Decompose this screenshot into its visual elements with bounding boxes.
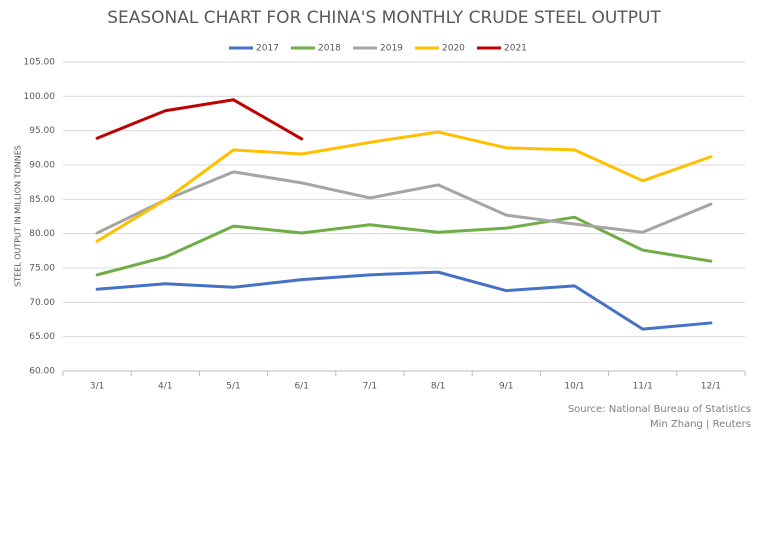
chart-title: SEASONAL CHART FOR CHINA'S MONTHLY CRUDE… [107,8,661,28]
y-tick-label: 80.00 [29,229,55,239]
x-tick-label: 4/1 [158,382,172,392]
y-tick-label: 85.00 [29,195,55,205]
x-tick-label: 3/1 [90,382,104,392]
y-tick-label: 95.00 [29,126,55,136]
credit: Min Zhang | Reuters [650,419,751,430]
y-tick-label: 90.00 [29,161,55,171]
y-tick-label: 70.00 [29,298,55,308]
y-tick-label: 65.00 [29,332,55,342]
series-line [95,270,713,331]
x-tick-label: 8/1 [431,382,445,392]
y-tick-label: 105.00 [24,58,56,68]
x-tick-label: 7/1 [363,382,377,392]
legend-label: 2017 [256,44,279,54]
y-tick-label: 100.00 [24,92,56,102]
series-line [95,170,713,235]
series-line [95,215,713,277]
legend-label: 2019 [380,44,403,54]
x-tick-label: 5/1 [226,382,240,392]
x-tick-label: 6/1 [294,382,308,392]
x-tick-label: 9/1 [499,382,513,392]
x-tick-label: 12/1 [701,382,721,392]
y-tick-label: 75.00 [29,264,55,274]
legend-label: 2021 [504,44,527,54]
y-axis-label: STEEL OUTPUT IN MILLION TONNES [14,145,23,287]
legend-label: 2020 [442,44,465,54]
source: Source: National Bureau of Statistics [568,404,751,415]
series-line [95,98,304,141]
series-line [95,130,713,243]
x-tick-label: 11/1 [633,382,653,392]
legend-label: 2018 [318,44,341,54]
x-tick-label: 10/1 [564,382,584,392]
y-tick-label: 60.00 [29,367,55,377]
